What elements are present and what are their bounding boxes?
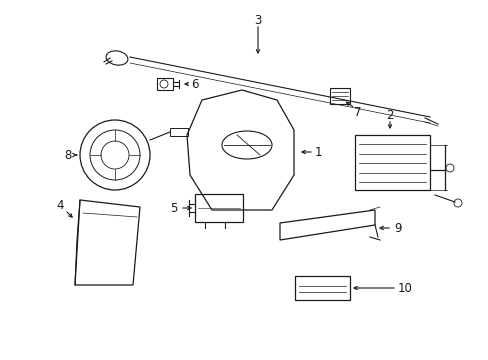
- Text: 2: 2: [386, 108, 393, 122]
- Text: 9: 9: [393, 221, 401, 234]
- Text: 6: 6: [191, 77, 198, 90]
- Text: 3: 3: [254, 14, 261, 27]
- Text: 8: 8: [64, 149, 72, 162]
- Text: 1: 1: [314, 145, 321, 158]
- Text: 10: 10: [397, 282, 411, 294]
- Text: 5: 5: [170, 202, 177, 215]
- Text: 7: 7: [353, 105, 361, 118]
- Text: 4: 4: [56, 198, 63, 212]
